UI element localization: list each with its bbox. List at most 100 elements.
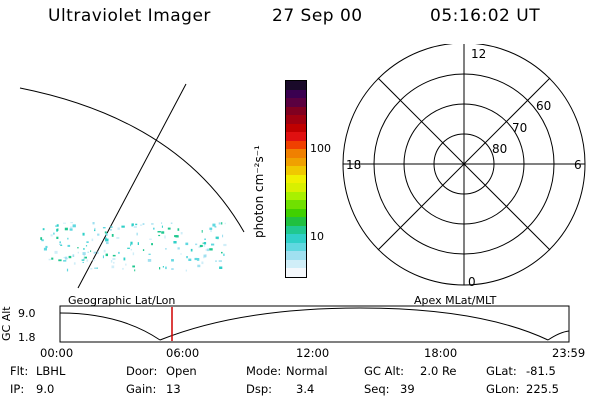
aurora-speck — [151, 243, 153, 246]
aurora-speck — [197, 264, 201, 268]
aurora-speck — [97, 251, 99, 254]
flt-value: LBHL — [36, 364, 66, 378]
glon-label: GLon: — [486, 382, 520, 396]
aurora-speck — [82, 252, 86, 255]
aurora-speck — [69, 226, 73, 229]
aurora-speck — [130, 241, 133, 245]
aurora-speck — [196, 258, 200, 261]
aurora-speck — [51, 257, 54, 260]
aurora-speck — [205, 249, 207, 251]
aurora-speck — [133, 225, 137, 228]
lat-label-60: 60 — [536, 99, 551, 113]
colorbar-stripe — [286, 174, 306, 184]
aurora-speck — [92, 222, 95, 225]
colorbar-stripe — [286, 166, 306, 175]
aurora-speck — [106, 241, 109, 245]
aurora-speck — [63, 260, 67, 262]
aurora-speck — [85, 245, 88, 247]
meridian-line — [77, 83, 187, 289]
aurora-speck — [102, 255, 104, 259]
ytick-1.8: 1.8 — [18, 331, 36, 344]
aurora-speck — [131, 223, 134, 226]
ip-value: 9.0 — [36, 382, 55, 396]
aurora-speck — [59, 243, 62, 245]
aurora-speck — [59, 241, 61, 244]
xtick-1800: 18:00 — [424, 346, 458, 360]
aurora-speck — [77, 247, 79, 249]
aurora-speck — [56, 224, 59, 227]
aurora-speck — [72, 224, 76, 228]
colorbar-stripe — [286, 132, 306, 141]
aurora-speck — [50, 234, 53, 237]
map-boundary-arc — [19, 87, 245, 233]
aurora-speck — [211, 243, 215, 246]
aurora-speck — [210, 230, 212, 233]
glat-value: -81.5 — [526, 364, 556, 378]
aurora-speck — [209, 248, 213, 251]
aurora-speck — [165, 248, 167, 250]
aurora-speck — [83, 257, 85, 261]
aurora-speck — [73, 262, 76, 265]
aurora-speckles — [40, 222, 227, 272]
aurora-speck — [92, 259, 96, 261]
aurora-speck — [198, 246, 202, 248]
aurora-speck — [87, 251, 89, 253]
aurora-speck — [103, 249, 106, 253]
aurora-speck — [221, 222, 223, 225]
gcalt-value: 2.0 Re — [420, 364, 457, 378]
colorbar-stripe — [286, 268, 306, 277]
aurora-speck — [72, 254, 75, 257]
aurora-speck — [113, 261, 115, 264]
aurora-speck — [194, 257, 198, 261]
aurora-speck — [190, 248, 193, 252]
observation-date: 27 Sep 00 — [272, 6, 363, 26]
aurora-speck — [82, 232, 85, 236]
altitude-axis-label: GC Alt — [0, 306, 13, 341]
aurora-speck — [132, 252, 135, 256]
colorbar-stripe — [286, 242, 306, 252]
mlt-label-18: 18 — [346, 158, 361, 172]
lat-label-80: 80 — [492, 142, 507, 156]
aurora-speck — [110, 260, 113, 263]
instrument-title: Ultraviolet Imager — [48, 6, 211, 26]
aurora-speck — [90, 250, 92, 252]
aurora-speck — [91, 238, 94, 242]
aurora-speck — [223, 243, 227, 247]
xtick-2359: 23:59 — [552, 346, 586, 360]
aurora-speck — [136, 232, 138, 236]
aurora-speck — [212, 223, 216, 227]
aurora-speck — [110, 229, 112, 231]
aurora-speck — [161, 225, 163, 228]
aurora-speck — [173, 241, 177, 244]
colorbar-stripe — [286, 191, 306, 201]
colorbar-stripe — [286, 81, 306, 90]
aurora-speck — [203, 244, 206, 247]
aurora-speck — [94, 227, 96, 230]
geographic-map-label: Geographic Lat/Lon — [68, 294, 176, 307]
aurora-speck — [170, 222, 173, 224]
aurora-speck — [112, 254, 116, 257]
colorbar-stripe — [286, 225, 306, 235]
aurora-speck — [112, 258, 116, 260]
aurora-speck — [57, 228, 59, 231]
aurora-speck — [64, 227, 68, 231]
aurora-speck — [118, 251, 120, 254]
aurora-speck — [67, 237, 69, 240]
aurora-speck — [56, 236, 59, 239]
mlt-label-6: 6 — [574, 158, 582, 172]
colorbar-stripe — [286, 259, 306, 269]
aurora-speck — [201, 230, 203, 233]
aurora-speck — [63, 222, 66, 224]
timeline-frame — [59, 305, 570, 343]
aurora-speck — [125, 263, 127, 266]
aurora-speck — [171, 259, 174, 262]
aurora-speck — [215, 260, 217, 262]
aurora-speck — [70, 222, 73, 224]
aurora-speck — [86, 259, 89, 262]
aurora-speck — [204, 238, 206, 240]
aurora-speck — [222, 234, 224, 238]
aurora-speck — [218, 260, 222, 262]
dsp-label: Dsp: — [246, 382, 273, 396]
colorbar-stripe — [286, 140, 306, 150]
xtick-0600: 06:00 — [166, 346, 200, 360]
